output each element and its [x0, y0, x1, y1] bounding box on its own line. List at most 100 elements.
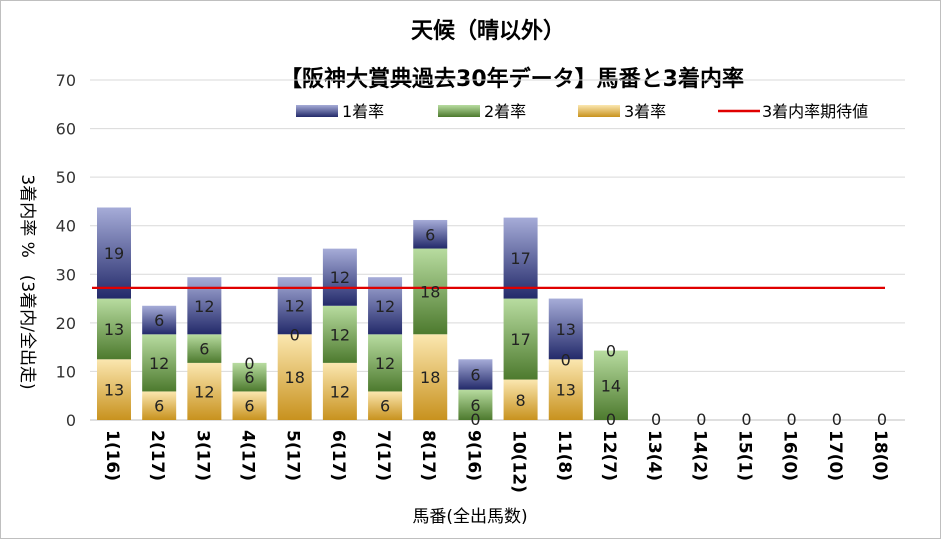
x-tick-label: 4(17): [238, 430, 258, 481]
chart-subtitle: 【阪神大賞典過去30年データ】馬番と3着内率: [280, 66, 744, 92]
data-label: 0: [696, 410, 706, 429]
bar-segment-1-6: [322, 248, 357, 306]
data-label: 12: [330, 325, 350, 344]
data-label: 12: [194, 297, 214, 316]
data-label: 13: [556, 320, 576, 339]
bar-segment-1-3: [187, 277, 222, 335]
x-axis-title: 馬番(全出馬数): [412, 507, 527, 527]
y-tick-label: 20: [56, 314, 76, 333]
x-tick-label: 15(1): [734, 430, 754, 481]
data-label: 13: [556, 381, 576, 400]
bar-segment-2-6: [322, 305, 357, 363]
x-tick-label: 16(0): [780, 430, 800, 481]
bar-segment-1-2: [142, 305, 177, 335]
data-label: 6: [244, 397, 254, 416]
x-tick-label: 7(17): [373, 430, 393, 481]
chart-title: 天候（晴以外）: [411, 18, 565, 44]
bar-segment-3-4: [232, 391, 267, 420]
legend-label-3: 3着率: [624, 102, 666, 121]
legend-label-expected: 3着内率期待値: [762, 102, 868, 121]
legend-label-1: 1着率: [342, 102, 384, 121]
data-label: 0: [651, 410, 661, 429]
bar-segment-1-7: [368, 277, 403, 335]
bar-segment-2-8: [413, 248, 448, 335]
data-label: 6: [199, 340, 209, 359]
legend-swatch-2: [438, 105, 480, 117]
x-tick-label: 1(16): [102, 430, 122, 481]
data-label: 19: [104, 244, 124, 263]
bar-segment-3-6: [322, 362, 357, 420]
x-tick-label: 13(4): [644, 430, 664, 481]
data-label: 13: [104, 320, 124, 339]
x-tick-label: 10(12): [509, 430, 529, 493]
y-tick-label: 70: [56, 71, 76, 90]
y-tick-label: 0: [66, 411, 76, 430]
bar-segment-3-8: [413, 334, 448, 420]
data-label: 6: [244, 368, 254, 387]
x-tick-label: 11(8): [554, 430, 574, 481]
x-tick-label: 17(0): [825, 430, 845, 481]
data-label: 14: [601, 376, 621, 395]
bar-segment-2-3: [187, 334, 222, 363]
x-tick-label: 18(0): [870, 430, 890, 481]
data-label: 12: [375, 354, 395, 373]
data-label: 18: [285, 368, 305, 387]
data-label: 0: [470, 410, 480, 429]
data-label: 6: [470, 365, 480, 384]
bar-segment-1-1: [97, 207, 131, 299]
data-label: 17: [510, 249, 530, 268]
y-axis-title: 3着内率 % (3着内/全出走): [17, 174, 37, 389]
data-label: 8: [515, 391, 525, 410]
bar-segment-2-2: [142, 334, 177, 392]
bar-segment-3-2: [142, 391, 177, 420]
data-label: 12: [285, 297, 305, 316]
data-label: 12: [330, 382, 350, 401]
x-tick-label: 3(17): [192, 430, 212, 481]
bar-segment-1-10: [503, 217, 538, 299]
bar-segment-1-9: [458, 359, 493, 390]
data-label: 18: [420, 282, 440, 301]
data-label: 13: [104, 381, 124, 400]
bar-segment-1-11: [548, 298, 583, 360]
bar-segment-3-7: [368, 391, 403, 420]
data-label: 17: [510, 330, 530, 349]
x-tick-label: 12(7): [599, 430, 619, 481]
bar-segment-2-12: [593, 350, 628, 420]
data-label: 6: [154, 397, 164, 416]
y-tick-label: 30: [56, 265, 76, 284]
x-tick-label: 8(17): [418, 430, 438, 481]
data-label: 6: [154, 311, 164, 330]
bar-segment-1-5: [277, 277, 312, 335]
y-tick-label: 60: [56, 120, 76, 139]
x-tick-label: 2(17): [147, 430, 167, 481]
legend-label-2: 2着率: [484, 102, 526, 121]
legend-swatch-3: [578, 105, 620, 117]
bar-segment-3-5: [277, 334, 312, 420]
data-label: 12: [330, 268, 350, 287]
data-label: 12: [194, 382, 214, 401]
bar-segment-2-7: [368, 334, 403, 392]
legend-swatch-1: [296, 105, 338, 117]
y-tick-label: 50: [56, 168, 76, 187]
bar-segment-3-3: [187, 362, 222, 420]
data-label: 0: [561, 350, 571, 369]
data-label: 0: [877, 410, 887, 429]
data-label: 0: [741, 410, 751, 429]
data-label: 6: [380, 397, 390, 416]
data-label: 0: [787, 410, 797, 429]
x-tick-label: 9(16): [463, 430, 483, 481]
data-label: 18: [420, 368, 440, 387]
bar-segment-3-1: [97, 359, 131, 420]
y-tick-label: 10: [56, 362, 76, 381]
data-label: 12: [375, 297, 395, 316]
data-label: 6: [470, 396, 480, 415]
bar-segment-2-4: [232, 362, 267, 392]
x-tick-label: 14(2): [689, 430, 709, 481]
y-tick-label: 40: [56, 217, 76, 236]
data-label: 0: [606, 410, 616, 429]
bar-segment-1-8: [413, 219, 448, 249]
x-tick-label: 5(17): [283, 430, 303, 481]
data-label: 0: [606, 342, 616, 361]
data-label: 12: [149, 354, 169, 373]
